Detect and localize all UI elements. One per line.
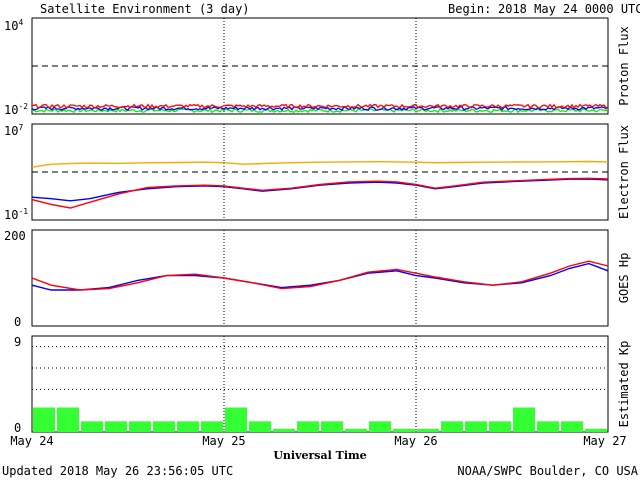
kp-bar-15 [393, 428, 415, 432]
begin-value: 2018 May 24 0000 UTC [498, 2, 640, 16]
kp-bar-16 [417, 428, 439, 432]
kp-bar-14 [369, 421, 391, 432]
electron-panel-frame [31, 123, 609, 221]
kp-ylabel: Estimated Kp [617, 341, 631, 428]
kp-bar-13 [345, 428, 367, 432]
credit-text: NOAA/SWPC Boulder, CO USA [457, 464, 638, 478]
electron-ylabel: Electron Flux [617, 125, 631, 219]
kp-bar-12 [321, 421, 343, 432]
proton-series-blue [31, 105, 609, 112]
proton-ylabel: Proton Flux [617, 26, 631, 105]
kp-bar-1 [57, 407, 79, 432]
kp-bar-5 [153, 421, 175, 432]
kp-bar-22 [561, 421, 583, 432]
proton-series-red [31, 103, 608, 109]
electron-series-orange [31, 160, 609, 168]
kp-bar-23 [585, 428, 607, 432]
proton-ytick-top: 104 [4, 18, 23, 33]
kp-ytick-bottom: 0 [14, 421, 21, 435]
x-axis-label: Universal Time [273, 449, 366, 462]
kp-bar-2 [81, 421, 103, 432]
kp-bar-21 [537, 421, 559, 432]
kp-bar-7 [201, 421, 223, 432]
chart-title: Satellite Environment (3 day) [40, 2, 250, 16]
hp-ytick-top: 200 [4, 229, 26, 243]
xtick-may-24: May 24 [10, 434, 53, 448]
proton-panel-frame [31, 17, 609, 115]
electron-series-red [31, 177, 609, 209]
xtick-may-27: May 27 [583, 434, 626, 448]
hp-series-red [31, 260, 609, 291]
begin-label: Begin: [448, 2, 491, 16]
kp-bar-9 [249, 421, 271, 432]
kp-bar-20 [513, 407, 535, 432]
xtick-may-25: May 25 [202, 434, 245, 448]
electron-series-blue [31, 178, 609, 202]
kp-bar-4 [129, 421, 151, 432]
updated-timestamp: Updated 2018 May 26 23:56:05 UTC [2, 464, 233, 478]
electron-ytick-top: 107 [4, 123, 23, 138]
kp-bar-6 [177, 421, 199, 432]
kp-bar-8 [225, 407, 247, 432]
kp-ytick-top: 9 [14, 335, 21, 349]
kp-bar-0 [33, 407, 55, 432]
hp-panel-frame [31, 229, 609, 327]
kp-bar-17 [441, 421, 463, 432]
kp-bar-10 [273, 428, 295, 432]
kp-bar-11 [297, 421, 319, 432]
kp-bar-18 [465, 421, 487, 432]
plot-layer [31, 18, 609, 432]
electron-ytick-bottom: 10-1 [4, 207, 28, 222]
hp-ylabel: GOES Hp [617, 253, 631, 304]
kp-bar-3 [105, 421, 127, 432]
hp-ytick-bottom: 0 [14, 315, 21, 329]
proton-ytick-bottom: 10-2 [4, 102, 28, 117]
xtick-may-26: May 26 [394, 434, 437, 448]
kp-bar-19 [489, 421, 511, 432]
